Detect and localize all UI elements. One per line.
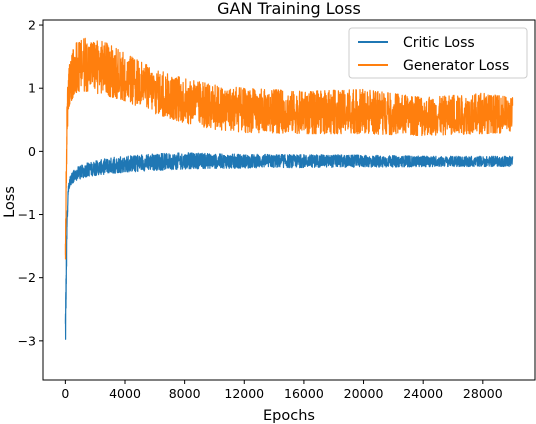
x-tick-label: 12000	[224, 386, 264, 401]
x-tick-label: 16000	[284, 386, 324, 401]
y-tick-label: −3	[18, 333, 36, 348]
series-line-critic	[64, 152, 514, 340]
legend: Critic Loss Generator Loss	[348, 27, 528, 79]
series-layer	[64, 37, 514, 340]
y-tick-label: −2	[18, 270, 36, 285]
y-tick-label: 0	[28, 144, 36, 159]
y-tick-label: 1	[28, 81, 36, 96]
series-line-generator	[64, 37, 514, 260]
legend-label-critic: Critic Loss	[403, 35, 475, 51]
y-tick-label: 2	[28, 18, 36, 33]
y-tick-label: −1	[18, 207, 36, 222]
x-tick-label: 0	[61, 386, 69, 401]
chart-title: GAN Training Loss	[217, 0, 361, 18]
legend-label-generator: Generator Loss	[403, 58, 509, 74]
x-axis-title: Epochs	[263, 408, 315, 424]
legend-box	[348, 27, 528, 79]
x-tick-label: 4000	[109, 386, 141, 401]
x-tick-label: 20000	[344, 386, 384, 401]
x-tick-label: 8000	[169, 386, 201, 401]
x-tick-label: 24000	[403, 386, 443, 401]
plot-frame	[42, 19, 536, 381]
y-axis: −3 −2 −1 0 1 2	[18, 18, 43, 348]
y-axis-title: Loss	[2, 186, 18, 218]
x-tick-label: 28000	[463, 386, 503, 401]
x-axis: 0 4000 8000 12000 16000 20000 24000 28000	[61, 380, 503, 401]
